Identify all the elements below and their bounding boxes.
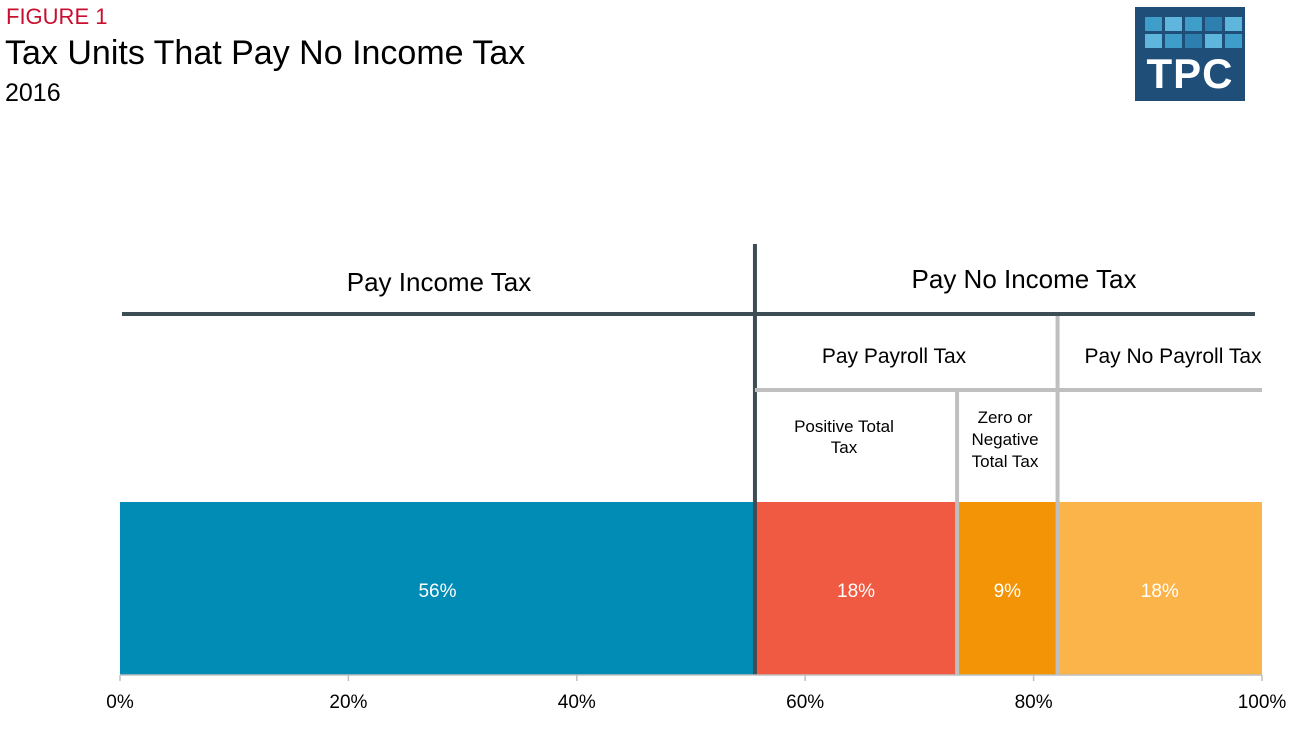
- tpc-logo: TPC: [1135, 7, 1245, 101]
- logo-square: [1205, 34, 1222, 48]
- bar-value-label-2: 18%: [837, 581, 875, 602]
- bar-segment-4: [1057, 502, 1262, 675]
- x-tick-label-1: 0%: [106, 692, 134, 713]
- category-brackets: [122, 312, 1262, 392]
- label-pay-payroll-tax: Pay Payroll Tax: [822, 345, 967, 368]
- logo-square: [1185, 34, 1202, 48]
- logo-square: [1165, 34, 1182, 48]
- figure-label: FIGURE 1: [6, 4, 108, 29]
- x-tick-label-3: 40%: [558, 692, 596, 713]
- x-tick-label-5: 80%: [1015, 692, 1053, 713]
- logo-square: [1225, 17, 1242, 31]
- logo-text: TPC: [1146, 50, 1234, 97]
- logo-square: [1145, 17, 1162, 31]
- chart-title: Tax Units That Pay No Income Tax: [5, 34, 526, 72]
- label-positive-total-tax-line-1: Positive Total: [794, 417, 894, 436]
- x-tick-label-4: 60%: [786, 692, 824, 713]
- logo-square: [1185, 17, 1202, 31]
- x-tick-label-6: 100%: [1238, 692, 1287, 713]
- bar-value-label-4: 18%: [1141, 581, 1179, 602]
- bar-segment-2: [754, 502, 958, 675]
- bar-segment-1: [120, 502, 755, 675]
- x-axis: 0% 20% 40% 60% 80% 100%: [106, 674, 1287, 713]
- label-zero-negative-total-tax-line-2: Negative: [971, 430, 1038, 449]
- bar-value-label-3: 9%: [994, 581, 1022, 602]
- category-labels: Pay Income Tax Pay No Income Tax Pay Payro…: [347, 264, 1262, 471]
- label-positive-total-tax-line-2: Tax: [831, 438, 858, 457]
- chart-subtitle: 2016: [5, 79, 61, 107]
- logo-square: [1165, 17, 1182, 31]
- label-zero-negative-total-tax-line-3: Total Tax: [972, 452, 1039, 471]
- label-zero-negative-total-tax-line-1: Zero or: [978, 408, 1033, 427]
- logo-square: [1225, 34, 1242, 48]
- logo-grid: [1145, 17, 1242, 48]
- label-pay-no-income-tax: Pay No Income Tax: [912, 264, 1137, 294]
- bar-segment-3: [957, 502, 1058, 675]
- logo-square: [1145, 34, 1162, 48]
- label-pay-income-tax: Pay Income Tax: [347, 267, 532, 297]
- bar-group: 56% 18% 9% 18%: [120, 502, 1262, 675]
- x-tick-label-2: 20%: [329, 692, 367, 713]
- label-pay-no-payroll-tax: Pay No Payroll Tax: [1084, 345, 1262, 368]
- logo-square: [1205, 17, 1222, 31]
- bar-value-label-1: 56%: [418, 581, 456, 602]
